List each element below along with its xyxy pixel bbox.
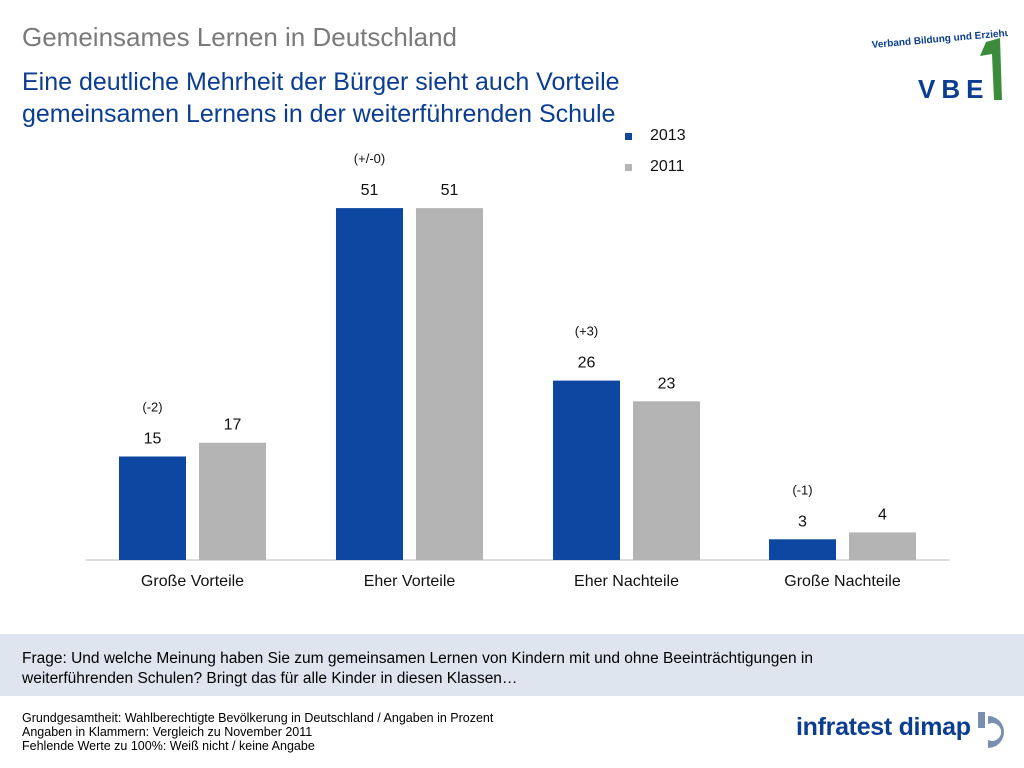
bar-2013-2	[553, 380, 620, 560]
vbe-logo-green-mark	[980, 38, 1002, 100]
data-label-2011-2: 23	[658, 375, 676, 392]
data-label-2013-0: 15	[144, 431, 162, 448]
change-label-3: (-1)	[792, 482, 812, 497]
bar-2013-1	[336, 208, 403, 560]
legend-label-2013: 2013	[650, 127, 686, 144]
footnote-missing: Fehlende Werte zu 100%: Weiß nicht / kei…	[22, 739, 315, 753]
infratest-dimap-logo: infratest dimap	[796, 708, 1018, 754]
category-label-0: Große Vorteile	[141, 573, 244, 590]
category-label-1: Eher Vorteile	[364, 573, 456, 590]
data-label-2011-0: 17	[224, 417, 242, 434]
legend-swatch-2013	[625, 133, 632, 140]
data-label-2013-1: 51	[361, 182, 379, 199]
legend-label-2011: 2011	[650, 158, 685, 175]
vbe-logo: Verband Bildung und Erziehung VBE	[868, 24, 1008, 104]
question-text: Frage: Und welche Meinung haben Sie zum …	[22, 650, 813, 687]
footnote-base: Grundgesamtheit: Wahlberechtigte Bevölke…	[22, 711, 494, 725]
footnote-brackets: Angaben in Klammern: Vergleich zu Novemb…	[22, 725, 313, 739]
data-label-2013-2: 26	[578, 355, 596, 372]
vbe-logo-letters: VBE	[918, 74, 989, 104]
bar-2011-3	[849, 532, 916, 560]
change-label-1: (+/-0)	[354, 151, 385, 166]
bar-2011-2	[633, 401, 700, 560]
page-headline: Eine deutliche Mehrheit der Bürger sieht…	[22, 68, 620, 128]
bar-chart: 15 17 (-2) Große Vorteile 51 51 (+/-0) Eher Vor…	[86, 127, 950, 590]
bar-2013-0	[119, 456, 186, 560]
data-label-2011-1: 51	[441, 182, 459, 199]
category-label-2: Eher Nachteile	[574, 573, 679, 590]
bar-2011-1	[416, 208, 483, 560]
legend-swatch-2011	[625, 164, 632, 171]
change-label-0: (-2)	[142, 400, 162, 415]
page-supertitle: Gemeinsames Lernen in Deutschland	[22, 22, 458, 52]
change-label-2: (+3)	[575, 324, 598, 339]
infratest-dimap-mark	[978, 712, 1004, 748]
data-label-2013-3: 3	[798, 513, 807, 530]
bar-2011-0	[199, 442, 266, 560]
question-box: Frage: Und welche Meinung haben Sie zum …	[0, 634, 1024, 696]
footnotes: Grundgesamtheit: Wahlberechtigte Bevölke…	[22, 711, 493, 753]
data-label-2011-3: 4	[878, 506, 887, 523]
infratest-dimap-wordmark: infratest dimap	[796, 713, 971, 741]
category-label-3: Große Nachteile	[784, 573, 901, 590]
bar-2013-3	[769, 539, 836, 560]
